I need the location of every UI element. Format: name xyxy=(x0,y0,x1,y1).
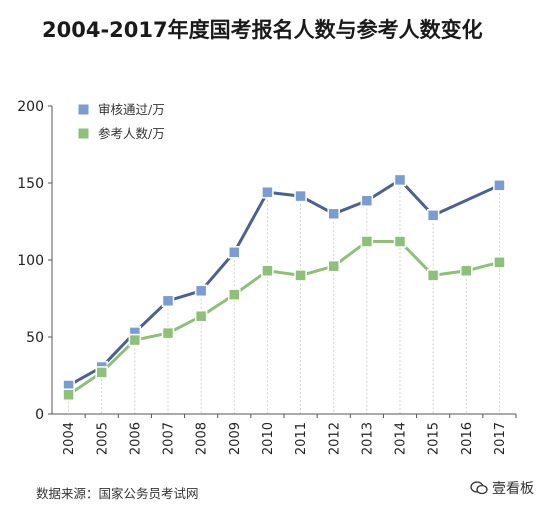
point-s2-2015 xyxy=(426,269,440,282)
point-s2-2016 xyxy=(460,264,473,278)
x-tick-label-2014: 2014 xyxy=(394,422,409,455)
axis-layer: 0 50 100 150 200 2004 2005 2006 2007 2008 2009 2010… xyxy=(17,99,517,455)
series-layer xyxy=(62,173,506,401)
point-s1-2011 xyxy=(294,189,307,203)
x-tick-label-2008: 2008 xyxy=(195,422,210,455)
point-s1-2014 xyxy=(393,173,407,187)
x-tick-label-2004: 2004 xyxy=(62,422,77,455)
x-tick-label-2011: 2011 xyxy=(294,422,309,455)
point-s2-2013 xyxy=(360,235,374,248)
chart-title: 2004-2017年度国考报名人数与参考人数变化 xyxy=(42,18,483,42)
point-s2-2004 xyxy=(62,388,75,401)
source-note: 数据来源：国家公务员考试网 xyxy=(36,486,199,501)
point-s1-2013 xyxy=(360,194,374,207)
point-s2-2007 xyxy=(161,326,175,340)
grid-layer xyxy=(68,179,500,414)
y-tick-label-50: 50 xyxy=(26,330,44,346)
point-s2-2006 xyxy=(128,333,142,347)
point-s1-2017 xyxy=(493,179,506,192)
wechat-icon xyxy=(470,481,488,495)
y-tick-label-200: 200 xyxy=(17,99,44,115)
x-tick-label-2007: 2007 xyxy=(162,422,177,455)
watermark-text: 壹看板 xyxy=(492,481,534,497)
y-tick-label-100: 100 xyxy=(17,253,44,269)
point-s2-2017 xyxy=(493,256,506,269)
point-s2-2014 xyxy=(393,235,407,248)
point-s1-2015 xyxy=(426,209,440,222)
point-s1-2007 xyxy=(161,294,175,308)
y-tick-label-150: 150 xyxy=(17,176,44,192)
x-tick-label-2017: 2017 xyxy=(493,422,508,455)
point-s2-2008 xyxy=(194,309,208,323)
series-line-2 xyxy=(67,240,500,396)
point-s1-2008 xyxy=(194,284,208,298)
point-s2-2005 xyxy=(95,366,108,379)
point-s1-2012 xyxy=(327,207,340,221)
point-s1-2009 xyxy=(228,246,241,259)
x-tick-label-2009: 2009 xyxy=(228,422,243,455)
x-tick-label-2016: 2016 xyxy=(460,422,475,455)
x-tick-label-2012: 2012 xyxy=(327,422,342,455)
legend-label-1: 审核通过/万 xyxy=(98,102,165,117)
watermark: 壹看板 xyxy=(470,478,534,498)
point-s2-2010 xyxy=(261,264,274,278)
x-tick-label-2006: 2006 xyxy=(128,422,143,455)
x-tick-label-2010: 2010 xyxy=(261,422,276,455)
legend-swatch-1 xyxy=(77,103,90,116)
x-tick-label-2013: 2013 xyxy=(360,422,375,455)
legend-swatch-2 xyxy=(77,127,90,140)
x-tick-label-2015: 2015 xyxy=(427,422,442,455)
point-s2-2011 xyxy=(294,269,307,282)
point-s2-2009 xyxy=(228,288,241,301)
point-s2-2012 xyxy=(327,259,340,273)
point-s1-2010 xyxy=(261,185,274,199)
y-tick-label-0: 0 xyxy=(35,407,44,423)
x-tick-label-2005: 2005 xyxy=(95,422,110,455)
legend-label-2: 参考人数/万 xyxy=(98,126,165,141)
